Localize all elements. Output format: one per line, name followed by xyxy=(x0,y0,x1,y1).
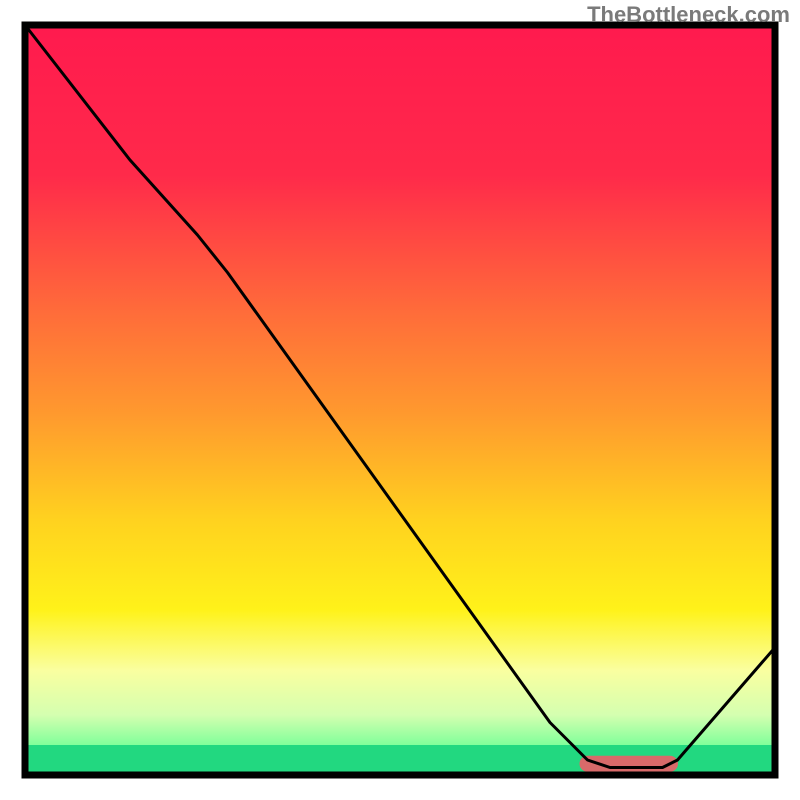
gradient-band xyxy=(25,25,775,176)
gradient-band xyxy=(25,715,775,746)
chart-container: TheBottleneck.com xyxy=(0,0,800,800)
bottleneck-chart xyxy=(0,0,800,800)
watermark-text: TheBottleneck.com xyxy=(587,2,790,28)
gradient-band xyxy=(25,670,775,716)
gradient-band xyxy=(25,520,775,611)
gradient-band xyxy=(25,310,775,416)
gradient-band xyxy=(25,175,775,311)
gradient-band xyxy=(25,610,775,671)
gradient-band xyxy=(25,415,775,521)
